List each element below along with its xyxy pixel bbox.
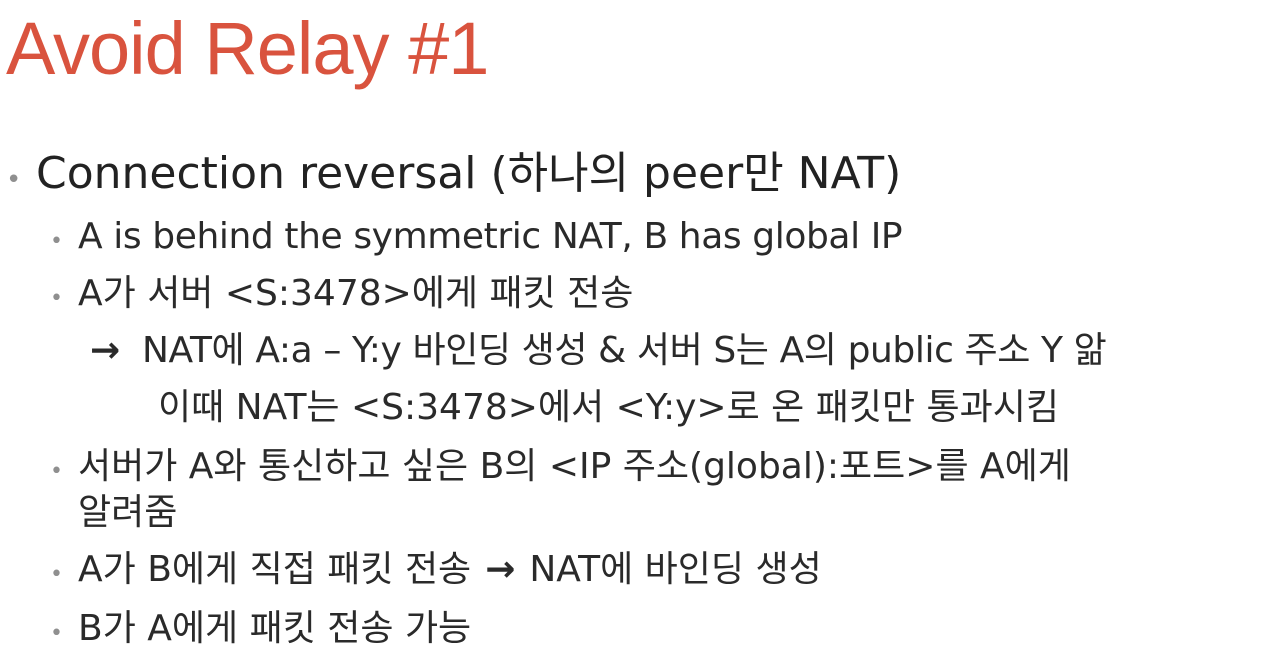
bullet-text: Connection reversal (하나의 peer만 NAT)	[36, 148, 902, 199]
bullet-icon: •	[50, 621, 63, 646]
arrow-line-text: NAT에 A:a – Y:y 바인딩 생성 & 서버 S는 A의 public …	[142, 330, 1107, 371]
bullet-icon: •	[50, 286, 63, 311]
bullet-text: 서버가 A와 통신하고 싶은 B의 <IP 주소(global):포트>를 A에…	[78, 446, 1071, 487]
bullet-text-continuation: 알려줌	[78, 492, 178, 533]
arrow-right-icon: →	[90, 330, 120, 371]
bullet-text: A가 서버 <S:3478>에게 패킷 전송	[78, 273, 634, 314]
bullet-text: B가 A에게 패킷 전송 가능	[78, 608, 472, 649]
bullet-icon: •	[50, 459, 63, 484]
bullet-icon: •	[50, 229, 63, 254]
sub-bullet-send-to-server: • A가 서버 <S:3478>에게 패킷 전송	[50, 271, 633, 322]
sub-bullet-direct-send: • A가 B에게 직접 패킷 전송 → NAT에 바인딩 생성	[50, 547, 822, 598]
bullet-text: A is behind the symmetric NAT, B has glo…	[78, 216, 903, 257]
bullet-connection-reversal: • Connection reversal (하나의 peer만 NAT)	[6, 146, 901, 208]
sub-bullet-server-notify-continuation: 알려줌	[78, 490, 177, 536]
sub-bullet-b-can-send: • B가 A에게 패킷 전송 가능	[50, 606, 471, 657]
bullet-icon: •	[6, 165, 22, 195]
bullet-icon: •	[50, 562, 63, 587]
indent-line-nat-filter: 이때 NAT는 <S:3478>에서 <Y:y>로 온 패킷만 통과시킴	[158, 385, 1059, 431]
sub-bullet-server-notify: • 서버가 A와 통신하고 싶은 B의 <IP 주소(global):포트>를 …	[50, 444, 1071, 495]
arrow-line-binding: → NAT에 A:a – Y:y 바인딩 생성 & 서버 S는 A의 publi…	[90, 328, 1107, 374]
bullet-text-after-arrow: NAT에 바인딩 생성	[529, 549, 822, 590]
arrow-right-icon: →	[485, 549, 516, 590]
sub-bullet-symmetric-nat: • A is behind the symmetric NAT, B has g…	[50, 214, 903, 265]
slide-title: Avoid Relay #1	[6, 7, 489, 90]
bullet-text-before-arrow: A가 B에게 직접 패킷 전송	[78, 549, 472, 590]
indent-line-text: 이때 NAT는 <S:3478>에서 <Y:y>로 온 패킷만 통과시킴	[158, 387, 1059, 428]
